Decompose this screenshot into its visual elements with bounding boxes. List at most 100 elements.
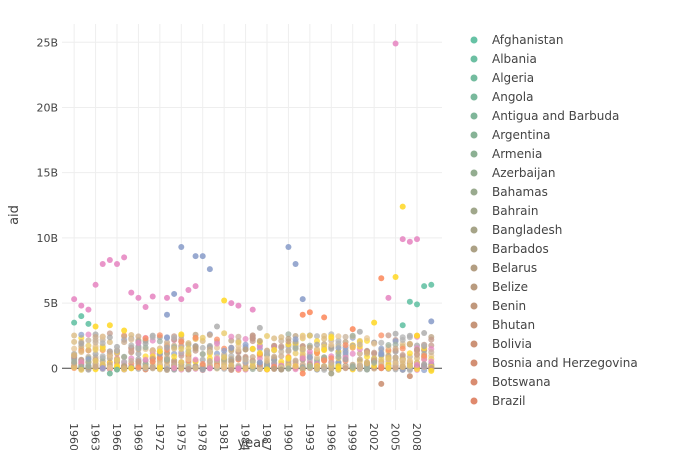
data-point — [328, 355, 335, 362]
data-point — [206, 365, 213, 372]
data-point — [349, 344, 356, 351]
legend-item[interactable]: Albania — [470, 52, 537, 66]
x-tick-label: 1960 — [67, 423, 80, 450]
legend-item[interactable]: Benin — [470, 299, 527, 313]
data-points — [71, 40, 435, 387]
data-point — [428, 318, 435, 325]
legend-item[interactable]: Brazil — [470, 394, 526, 408]
legend-item[interactable]: Algeria — [470, 71, 535, 85]
data-point — [214, 344, 220, 351]
legend-item[interactable]: Bahamas — [470, 185, 548, 199]
data-point — [128, 358, 135, 365]
data-point — [414, 236, 420, 243]
legend-marker — [470, 359, 478, 367]
data-point — [299, 366, 306, 373]
data-point — [178, 296, 185, 303]
legend-label: Antigua and Barbuda — [492, 109, 619, 123]
legend-item[interactable]: Armenia — [470, 147, 543, 161]
data-point — [121, 254, 128, 261]
data-point — [178, 345, 185, 352]
data-point — [78, 331, 85, 338]
data-point — [185, 340, 192, 347]
legend-label: Bangladesh — [492, 223, 562, 237]
data-point — [149, 347, 156, 354]
data-point — [228, 333, 235, 340]
data-point — [71, 352, 78, 359]
legend-item[interactable]: Afghanistan — [470, 33, 564, 47]
data-point — [71, 332, 78, 339]
legend-item[interactable]: Bahrain — [470, 204, 539, 218]
data-point — [356, 356, 363, 363]
data-point — [71, 345, 78, 352]
data-point — [135, 364, 142, 371]
legend-item[interactable]: Belarus — [470, 261, 538, 275]
data-point — [399, 236, 406, 243]
data-point — [271, 342, 278, 349]
data-point — [271, 365, 278, 372]
data-point — [92, 364, 99, 371]
data-point — [135, 350, 142, 357]
data-point — [185, 356, 192, 363]
data-point — [414, 332, 420, 339]
legend-marker — [470, 378, 478, 386]
data-point — [221, 364, 228, 371]
legend-item[interactable]: Belize — [470, 280, 528, 294]
legend-item[interactable]: Bosnia and Herzegovina — [470, 356, 638, 370]
legend-item[interactable]: Bolivia — [470, 337, 533, 351]
legend-item[interactable]: Botswana — [470, 375, 551, 389]
legend-marker — [470, 321, 478, 329]
data-point — [106, 348, 113, 355]
data-point — [228, 300, 235, 307]
data-point — [135, 339, 142, 346]
legend-item[interactable]: Bangladesh — [470, 223, 563, 237]
data-point — [164, 356, 170, 363]
data-point — [114, 366, 120, 373]
data-point — [342, 349, 349, 356]
data-point — [406, 357, 413, 364]
data-point — [192, 345, 199, 352]
legend-item[interactable]: Bhutan — [470, 318, 536, 332]
data-point — [214, 363, 220, 370]
data-point — [306, 348, 313, 355]
data-point — [285, 365, 292, 372]
data-point — [85, 331, 92, 338]
data-point — [349, 350, 356, 357]
data-point — [371, 319, 378, 326]
data-point — [285, 354, 292, 361]
legend[interactable]: Afghanistan Albania Algeria Angola Antigua a… — [470, 33, 638, 408]
data-point — [235, 346, 242, 353]
legend-marker — [470, 150, 478, 158]
data-point — [328, 365, 335, 372]
data-point — [114, 347, 120, 354]
data-point — [392, 360, 399, 367]
x-tick-label: 1993 — [303, 423, 316, 450]
data-point — [149, 358, 156, 365]
data-point — [235, 365, 242, 372]
x-tick-labels: 1960 1963 1966 1969 1972 1975 1978 1981 1984 1987… — [67, 423, 423, 451]
data-point — [414, 346, 420, 353]
data-point — [399, 360, 406, 367]
legend-item[interactable]: Antigua and Barbuda — [470, 109, 620, 123]
data-point — [142, 356, 149, 363]
data-point — [371, 350, 378, 357]
x-tick-label: 2008 — [410, 423, 423, 450]
data-point — [78, 359, 85, 366]
y-tick-label: 15B — [36, 167, 58, 180]
data-point — [199, 356, 206, 363]
data-point — [406, 340, 413, 347]
legend-label: Armenia — [492, 147, 542, 161]
legend-item[interactable]: Argentina — [470, 128, 551, 142]
legend-marker — [470, 169, 478, 177]
legend-marker — [470, 36, 478, 44]
data-point — [414, 301, 420, 308]
data-point — [321, 335, 328, 342]
data-point — [292, 345, 299, 352]
legend-item[interactable]: Barbados — [470, 242, 549, 256]
data-point — [142, 303, 149, 310]
legend-item[interactable]: Angola — [470, 90, 534, 104]
data-point — [399, 203, 406, 210]
data-point — [228, 366, 235, 373]
data-point — [156, 338, 163, 345]
legend-item[interactable]: Azerbaijan — [470, 166, 556, 180]
